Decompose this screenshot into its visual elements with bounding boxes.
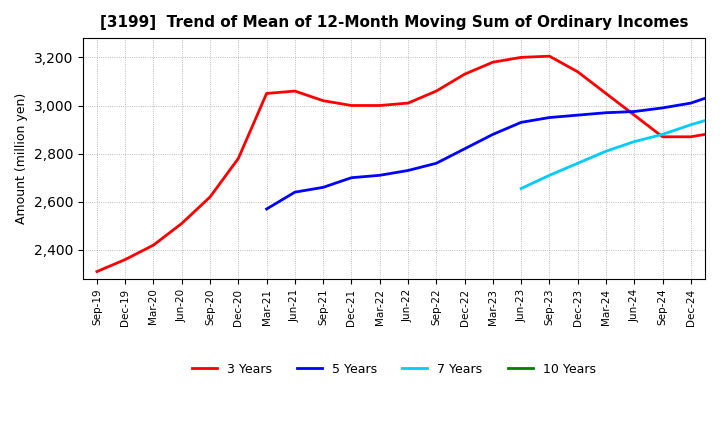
Title: [3199]  Trend of Mean of 12-Month Moving Sum of Ordinary Incomes: [3199] Trend of Mean of 12-Month Moving …	[99, 15, 688, 30]
Y-axis label: Amount (million yen): Amount (million yen)	[15, 93, 28, 224]
Legend: 3 Years, 5 Years, 7 Years, 10 Years: 3 Years, 5 Years, 7 Years, 10 Years	[187, 358, 600, 381]
